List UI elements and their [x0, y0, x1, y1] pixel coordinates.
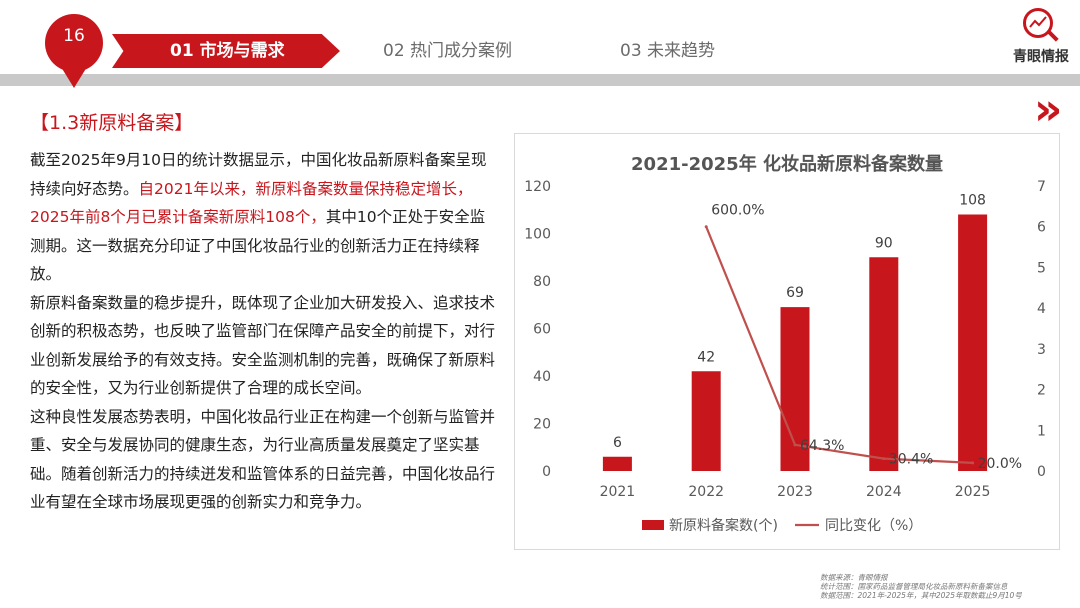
- chart-svg: 2021-2025年 化妆品新原料备案数量 0 20 40 60 80 100 120 0 1 2 3…: [524, 153, 1046, 534]
- tab-future-trends[interactable]: 03 未来趋势: [620, 41, 716, 61]
- footer-source: 数据来源：青眼情报: [820, 573, 888, 582]
- y-right-tick-label: 5: [1037, 260, 1046, 276]
- y-left-tick-label: 60: [533, 322, 551, 338]
- bar: [602, 456, 632, 471]
- paragraph-1: 截至2025年9月10日的统计数据显示，中国化妆品新原料备案呈现持续向好态势。自…: [30, 146, 495, 289]
- paragraph-2: 新原料备案数量的稳步提升，既体现了企业加大研发投入、追求技术创新的积极态势，也反…: [30, 293, 496, 398]
- logo-text: 青眼情报: [1013, 49, 1069, 65]
- tab-market-demand[interactable]: 01 市场与需求: [170, 41, 285, 61]
- y-left-tick-label: 0: [542, 464, 551, 480]
- legend-bar-label: 新原料备案数(个): [669, 517, 778, 534]
- bar: [691, 371, 721, 471]
- bar-value-label: 90: [875, 235, 893, 251]
- chart-container: 2021-2025年 化妆品新原料备案数量 0 20 40 60 80 100 120 0 1 2 3…: [514, 133, 1060, 550]
- y-right-tick-label: 6: [1037, 220, 1046, 236]
- growth-value-label: 64.3%: [800, 438, 844, 454]
- paragraph-1-intro: 截至2025年9月10日的统计数据显示，中国化妆品新原料备案呈现持续向好态势。: [30, 151, 487, 198]
- y-right-tick-label: 1: [1037, 423, 1046, 439]
- y-right-tick-label: 7: [1037, 179, 1046, 195]
- bar: [869, 257, 899, 471]
- bar-value-label: 108: [959, 193, 986, 209]
- x-tick-label: 2022: [688, 484, 724, 500]
- page-pin: [45, 14, 103, 72]
- paragraph-1-highlight: 自2021年以来，新原料备案数量保持稳定增长，2025年前8个月已累计备案新原料…: [30, 179, 473, 227]
- x-tick-label: 2025: [955, 484, 991, 500]
- growth-point: [971, 461, 975, 465]
- body-text: 截至2025年9月10日的统计数据显示，中国化妆品新原料备案呈现持续向好态势。自…: [30, 146, 495, 517]
- logo-handle-icon: [1047, 30, 1059, 42]
- logo-magnifier-icon: [1023, 8, 1053, 38]
- growth-point: [704, 225, 708, 229]
- y-left-tick-label: 100: [524, 227, 551, 243]
- footer-scope: 统计范围：国家药品监督管理局化妆品新原料新备案信息: [820, 582, 1008, 591]
- bar-value-label: 6: [613, 435, 622, 451]
- legend-bar-swatch: [642, 520, 664, 530]
- x-tick-label: 2024: [866, 484, 902, 500]
- y-right-tick-label: 4: [1037, 301, 1046, 317]
- bar-value-label: 42: [697, 349, 715, 365]
- legend-line-label: 同比变化（%）: [825, 518, 922, 534]
- growth-value-label: 30.4%: [889, 452, 933, 468]
- y-right-tick-label: 0: [1037, 464, 1046, 480]
- growth-point: [882, 457, 886, 461]
- active-tab-banner: [112, 34, 340, 68]
- y-right-tick-label: 2: [1037, 383, 1046, 399]
- section-title: 【1.3新原料备案】: [30, 112, 194, 134]
- x-tick-label: 2021: [600, 484, 636, 500]
- tab-hot-ingredients[interactable]: 02 热门成分案例: [383, 41, 513, 61]
- bar-value-label: 69: [786, 285, 804, 301]
- footer-notes: 数据来源：青眼情报 统计范围：国家药品监督管理局化妆品新原料新备案信息 数据范围…: [820, 573, 1022, 600]
- growth-line: [705, 226, 973, 464]
- footer-range: 数据范围：2021年-2025年，其中2025年取数截止9月10号: [820, 591, 1022, 600]
- y-left-tick-label: 40: [533, 369, 551, 385]
- y-left-tick-label: 80: [533, 274, 551, 290]
- y-right-tick-label: 3: [1037, 342, 1046, 358]
- bar: [958, 214, 988, 471]
- page-number: 16: [63, 26, 85, 46]
- growth-point: [793, 443, 797, 447]
- paragraph-1-end: 其中10个正处于安全监测期。这一数据充分印证了中国化妆品行业的创新活力正在持续释…: [30, 208, 486, 283]
- growth-value-label: 20.0%: [978, 456, 1022, 472]
- header-divider: [0, 74, 1080, 86]
- chart-title: 2021-2025年 化妆品新原料备案数量: [631, 153, 943, 175]
- y-left-tick-label: 20: [533, 417, 551, 433]
- chevron-right-icon: »: [1034, 84, 1063, 135]
- x-tick-label: 2023: [777, 484, 813, 500]
- paragraph-3: 这种良性发展态势表明，中国化妆品行业正在构建一个创新与监管并重、安全与发展协同的…: [30, 407, 496, 512]
- y-left-tick-label: 120: [524, 179, 551, 195]
- growth-value-label: 600.0%: [711, 203, 764, 219]
